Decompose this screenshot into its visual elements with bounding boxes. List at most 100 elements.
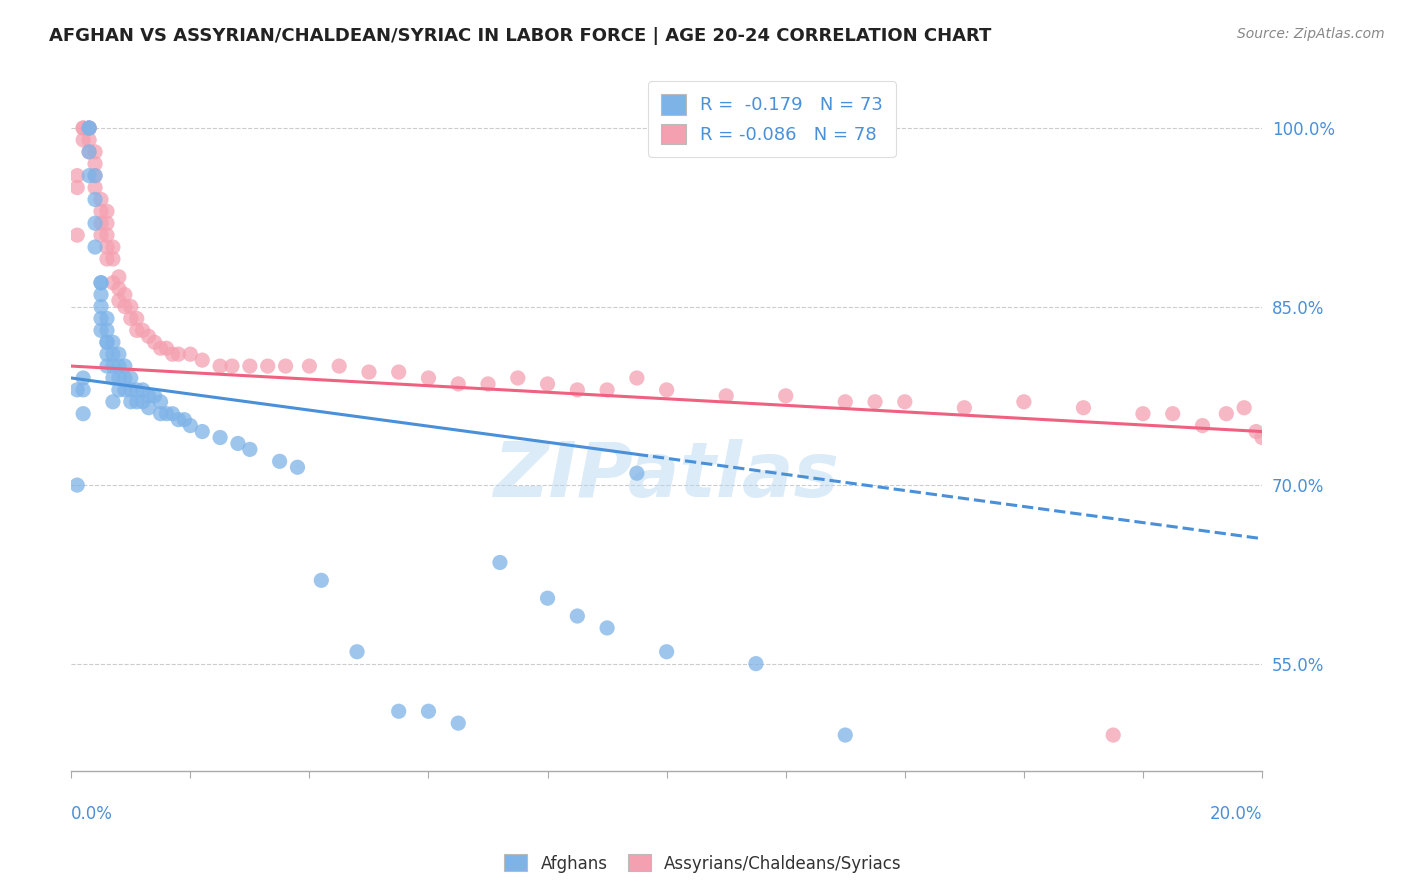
- Point: [125, 311, 148, 326]
- Point: [149, 341, 172, 355]
- Point: [120, 311, 142, 326]
- Point: [108, 282, 131, 296]
- Point: [96, 323, 118, 337]
- Point: [96, 311, 118, 326]
- Text: 20.0%: 20.0%: [1209, 805, 1263, 823]
- Point: [953, 401, 976, 415]
- Point: [287, 460, 309, 475]
- Point: [90, 300, 112, 314]
- Point: [138, 389, 160, 403]
- Point: [101, 240, 124, 254]
- Point: [239, 442, 262, 457]
- Point: [120, 383, 142, 397]
- Point: [96, 335, 118, 350]
- Point: [120, 371, 142, 385]
- Point: [114, 287, 136, 301]
- Point: [536, 591, 558, 606]
- Point: [72, 383, 94, 397]
- Point: [834, 394, 856, 409]
- Point: [66, 478, 89, 492]
- Point: [1233, 401, 1256, 415]
- Point: [155, 407, 177, 421]
- Point: [90, 276, 112, 290]
- Point: [162, 407, 184, 421]
- Point: [108, 293, 131, 308]
- Point: [66, 169, 89, 183]
- Point: [77, 121, 100, 136]
- Point: [274, 359, 297, 373]
- Point: [77, 121, 100, 136]
- Point: [96, 204, 118, 219]
- Point: [101, 394, 124, 409]
- Point: [191, 425, 214, 439]
- Point: [1251, 430, 1274, 444]
- Point: [626, 466, 648, 480]
- Point: [77, 121, 100, 136]
- Point: [72, 121, 94, 136]
- Point: [125, 394, 148, 409]
- Point: [125, 383, 148, 397]
- Point: [114, 359, 136, 373]
- Point: [418, 371, 440, 385]
- Point: [357, 365, 380, 379]
- Point: [894, 394, 917, 409]
- Point: [1244, 425, 1267, 439]
- Point: [108, 269, 131, 284]
- Point: [101, 371, 124, 385]
- Point: [1073, 401, 1095, 415]
- Point: [447, 716, 470, 731]
- Point: [834, 728, 856, 742]
- Point: [108, 383, 131, 397]
- Point: [567, 383, 589, 397]
- Point: [1132, 407, 1154, 421]
- Point: [1012, 394, 1035, 409]
- Point: [489, 556, 512, 570]
- Point: [84, 180, 107, 194]
- Point: [143, 335, 166, 350]
- Point: [155, 341, 177, 355]
- Point: [96, 347, 118, 361]
- Point: [745, 657, 768, 671]
- Point: [90, 228, 112, 243]
- Point: [714, 389, 737, 403]
- Point: [131, 323, 153, 337]
- Point: [143, 389, 166, 403]
- Point: [1102, 728, 1125, 742]
- Point: [149, 394, 172, 409]
- Text: 0.0%: 0.0%: [72, 805, 112, 823]
- Point: [269, 454, 291, 468]
- Point: [77, 169, 100, 183]
- Point: [346, 645, 368, 659]
- Legend: R =  -0.179   N = 73, R = -0.086   N = 78: R = -0.179 N = 73, R = -0.086 N = 78: [648, 81, 896, 157]
- Point: [66, 180, 89, 194]
- Point: [388, 704, 411, 718]
- Point: [101, 335, 124, 350]
- Point: [149, 407, 172, 421]
- Point: [90, 216, 112, 230]
- Point: [114, 300, 136, 314]
- Point: [101, 276, 124, 290]
- Point: [101, 347, 124, 361]
- Point: [114, 371, 136, 385]
- Point: [72, 121, 94, 136]
- Legend: Afghans, Assyrians/Chaldeans/Syriacs: Afghans, Assyrians/Chaldeans/Syriacs: [498, 847, 908, 880]
- Point: [138, 401, 160, 415]
- Point: [167, 347, 190, 361]
- Point: [179, 418, 201, 433]
- Point: [101, 252, 124, 266]
- Point: [1161, 407, 1184, 421]
- Point: [90, 193, 112, 207]
- Point: [120, 300, 142, 314]
- Point: [506, 371, 529, 385]
- Point: [1191, 418, 1213, 433]
- Point: [191, 353, 214, 368]
- Point: [90, 311, 112, 326]
- Point: [311, 574, 333, 588]
- Point: [536, 376, 558, 391]
- Point: [84, 157, 107, 171]
- Point: [596, 621, 619, 635]
- Point: [108, 347, 131, 361]
- Point: [77, 145, 100, 159]
- Point: [209, 359, 232, 373]
- Point: [108, 359, 131, 373]
